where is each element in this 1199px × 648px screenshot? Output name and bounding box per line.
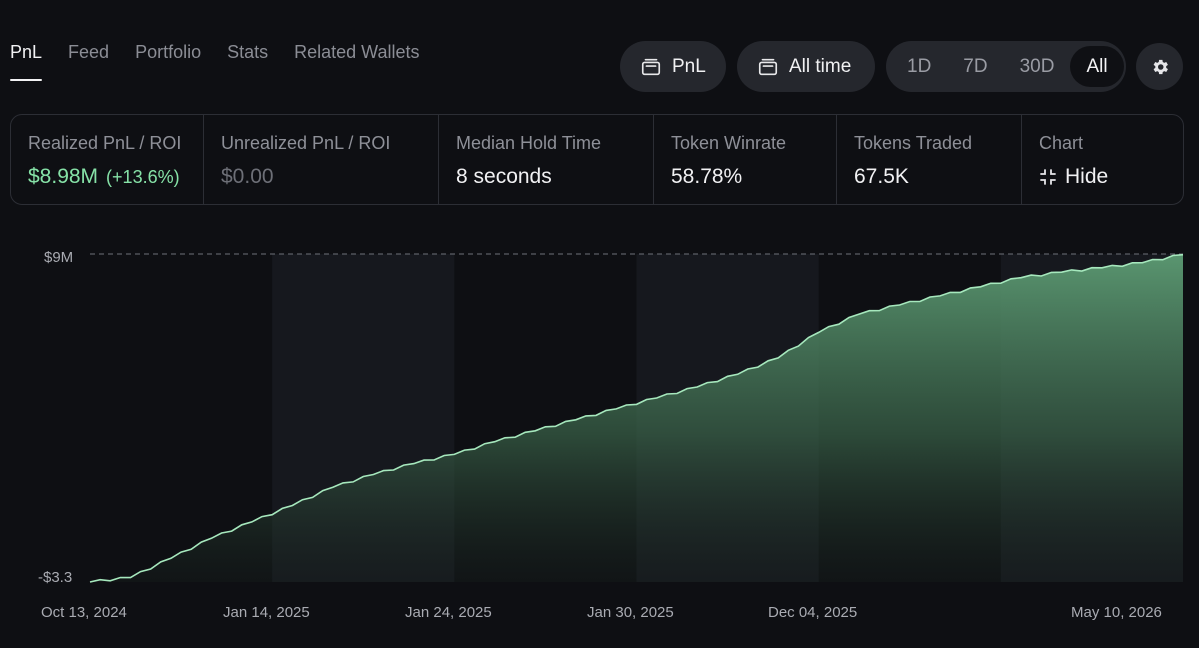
collapse-icon xyxy=(1040,169,1056,185)
settings-button[interactable] xyxy=(1136,43,1183,90)
realized-roi-value: (+13.6%) xyxy=(106,166,180,187)
metric-selector-label: PnL xyxy=(672,55,706,77)
y-tick-label-bottom: -$3.3 xyxy=(38,569,73,586)
y-tick-label-top: $9M xyxy=(44,249,74,266)
timeframe-selector-label: All time xyxy=(789,55,852,77)
range-1d-button[interactable]: 1D xyxy=(907,55,932,77)
stat-label: Tokens Traded xyxy=(854,133,973,153)
median-hold-time-value: 8 seconds xyxy=(456,165,552,188)
stat-label: Median Hold Time xyxy=(456,133,602,153)
token-winrate-value: 58.78% xyxy=(671,165,743,188)
timeframe-selector-button[interactable]: All time xyxy=(737,41,875,92)
stat-median-hold-time: Median Hold Time 8 seconds xyxy=(439,115,654,204)
unrealized-pnl-value: $0.00 xyxy=(221,165,274,188)
x-tick-label: Oct 13, 2024 xyxy=(41,604,127,621)
tokens-traded-value: 67.5K xyxy=(854,165,909,188)
tab-stats[interactable]: Stats xyxy=(227,42,269,62)
stat-value-wrap: $8.98M (+13.6%) xyxy=(28,165,187,189)
range-30d-button[interactable]: 30D xyxy=(1019,55,1055,77)
x-tick-label: Jan 30, 2025 xyxy=(587,604,674,621)
range-segmented-control: 1D 7D 30D All xyxy=(886,41,1126,92)
hide-chart-button[interactable]: Hide xyxy=(1039,165,1167,189)
metric-selector-button[interactable]: PnL xyxy=(620,41,726,92)
stats-bar: Realized PnL / ROI $8.98M (+13.6%) Unrea… xyxy=(10,114,1184,205)
x-tick-label: May 10, 2026 xyxy=(1071,604,1162,621)
stat-label: Realized PnL / ROI xyxy=(28,133,182,153)
tab-pnl[interactable]: PnL xyxy=(10,42,43,81)
tab-bar: PnL Feed Portfolio Stats Related Wallets xyxy=(10,42,420,81)
stat-label: Chart xyxy=(1039,133,1084,153)
stat-label: Token Winrate xyxy=(671,133,787,153)
x-tick-label: Jan 24, 2025 xyxy=(405,604,492,621)
hide-chart-label: Hide xyxy=(1065,165,1109,188)
tab-portfolio[interactable]: Portfolio xyxy=(135,42,202,62)
range-all-button[interactable]: All xyxy=(1070,46,1124,87)
stat-chart-toggle: Chart Hide xyxy=(1022,115,1183,204)
calendar-stack-icon xyxy=(758,58,778,75)
pnl-area xyxy=(90,254,1183,582)
gear-icon xyxy=(1153,59,1168,74)
pnl-chart[interactable]: $9M -$3.3 Oct 13, 2024 Jan 14, 2025 Jan 24… xyxy=(0,225,1199,648)
x-tick-label: Jan 14, 2025 xyxy=(223,604,310,621)
calendar-stack-icon xyxy=(641,58,661,75)
realized-pnl-value: $8.98M xyxy=(28,165,99,188)
stat-realized-pnl: Realized PnL / ROI $8.98M (+13.6%) xyxy=(11,115,204,204)
stat-token-winrate: Token Winrate 58.78% xyxy=(654,115,837,204)
pnl-chart-svg xyxy=(89,253,1184,583)
range-7d-button[interactable]: 7D xyxy=(963,55,988,77)
tab-feed[interactable]: Feed xyxy=(68,42,110,62)
x-tick-label: Dec 04, 2025 xyxy=(768,604,858,621)
stat-tokens-traded: Tokens Traded 67.5K xyxy=(837,115,1022,204)
stat-label: Unrealized PnL / ROI xyxy=(221,133,391,153)
pnl-line xyxy=(89,253,1184,583)
stat-unrealized-pnl: Unrealized PnL / ROI $0.00 xyxy=(204,115,439,204)
tab-related-wallets[interactable]: Related Wallets xyxy=(294,42,420,62)
